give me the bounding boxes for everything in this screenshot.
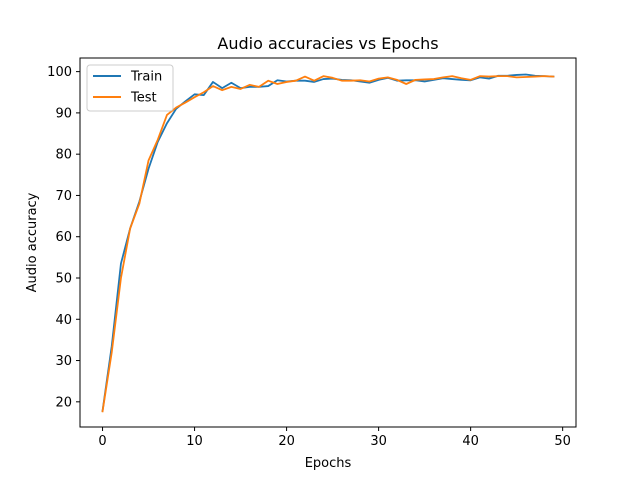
y-axis-label: Audio accuracy <box>25 192 40 292</box>
series-line-test <box>101 75 555 413</box>
legend-label-test: Test <box>130 91 157 106</box>
x-tick-label: 0 <box>98 434 106 449</box>
x-axis-label: Epochs <box>305 456 352 471</box>
plot-area <box>80 58 576 427</box>
x-tick-label: 40 <box>462 434 479 449</box>
y-tick-label: 30 <box>55 354 72 369</box>
series-layer <box>101 73 555 413</box>
y-tick-label: 20 <box>55 395 72 410</box>
chart-title: Audio accuracies vs Epochs <box>217 34 438 53</box>
y-tick-label: 80 <box>55 148 72 163</box>
y-tick-label: 50 <box>55 271 72 286</box>
x-tick-label: 20 <box>278 434 295 449</box>
y-tick-label: 100 <box>47 65 72 80</box>
y-tick-label: 40 <box>55 313 72 328</box>
legend: Train Test <box>86 64 174 112</box>
y-axis-ticks: 20 30 40 50 60 70 80 90 100 <box>47 65 80 410</box>
y-tick-label: 70 <box>55 189 72 204</box>
y-tick-label: 60 <box>55 230 72 245</box>
x-tick-label: 30 <box>370 434 387 449</box>
x-tick-label: 10 <box>186 434 203 449</box>
x-axis-ticks: 0 10 20 30 40 50 <box>98 427 571 449</box>
legend-label-train: Train <box>130 70 162 85</box>
x-tick-label: 50 <box>554 434 571 449</box>
y-tick-label: 90 <box>55 106 72 121</box>
plot-frame <box>79 57 577 428</box>
